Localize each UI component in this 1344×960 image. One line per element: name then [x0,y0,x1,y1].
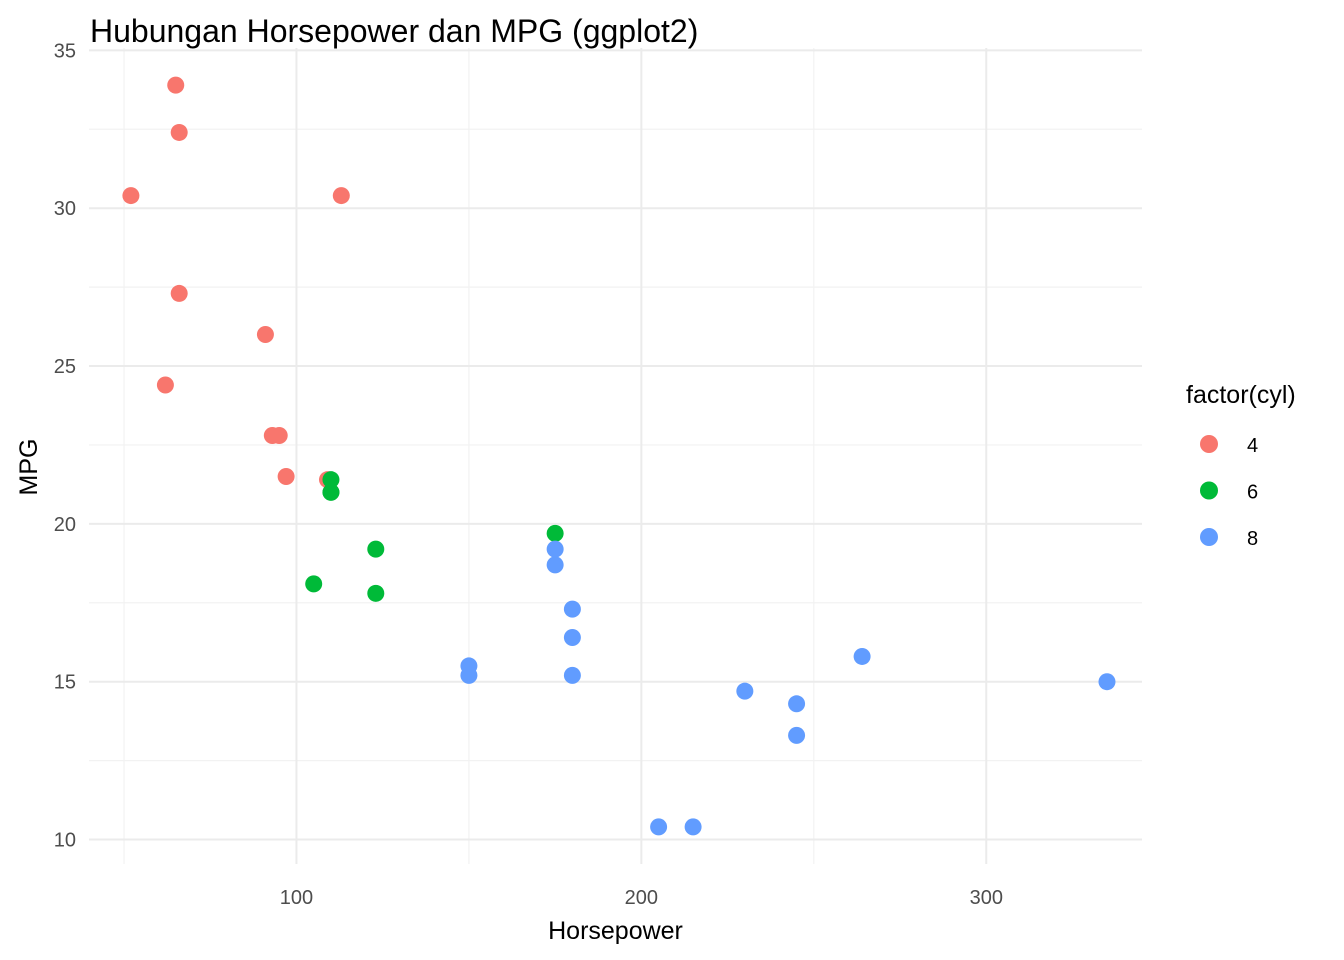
y-tick-label: 25 [54,356,76,378]
legend-label-8: 8 [1247,528,1258,550]
data-point-cyl-6 [367,584,385,602]
data-points [122,76,1116,836]
data-point-cyl-8 [788,726,806,744]
data-point-cyl-4 [332,187,350,205]
data-point-cyl-4 [167,76,185,94]
legend-label-6: 6 [1247,482,1258,504]
data-point-cyl-8 [563,666,581,684]
x-axis-ticks: 100 200 300 [280,887,1003,909]
data-point-cyl-4 [122,187,140,205]
legend-key-4 [1200,435,1218,453]
data-point-cyl-8 [1098,673,1116,691]
legend-key-8 [1200,528,1218,546]
data-point-cyl-8 [460,666,478,684]
data-point-cyl-4 [156,376,174,394]
data-point-cyl-8 [563,629,581,647]
data-point-cyl-8 [546,556,564,574]
data-point-cyl-8 [650,818,668,836]
x-axis-label: Horsepower [548,917,683,945]
major-gridlines [89,48,1142,864]
data-point-cyl-4 [277,468,295,486]
data-point-cyl-8 [788,695,806,713]
data-point-cyl-6 [367,540,385,558]
y-axis-ticks: 10 15 20 25 30 35 [54,40,76,851]
data-point-cyl-8 [853,647,871,665]
data-point-cyl-4 [170,284,188,302]
minor-gridlines [89,48,1142,864]
y-axis-label: MPG [15,439,43,496]
data-point-cyl-8 [736,682,754,700]
legend: factor(cyl) 4 6 8 [1186,381,1296,550]
data-point-cyl-4 [170,123,188,141]
x-tick-label: 100 [280,887,313,909]
data-point-cyl-6 [322,483,340,501]
data-point-cyl-4 [270,426,288,444]
x-tick-label: 300 [970,887,1003,909]
y-tick-label: 20 [54,514,76,536]
y-tick-label: 35 [54,40,76,62]
data-point-cyl-6 [546,524,564,542]
legend-label-4: 4 [1247,435,1258,457]
legend-key-6 [1200,481,1218,500]
y-tick-label: 10 [54,830,76,852]
data-point-cyl-6 [322,471,340,489]
legend-title: factor(cyl) [1186,381,1296,409]
data-point-cyl-8 [563,600,581,618]
chart-title: Hubungan Horsepower dan MPG (ggplot2) [90,13,698,49]
y-tick-label: 30 [54,198,76,220]
y-tick-label: 15 [54,672,76,694]
data-point-cyl-6 [305,575,323,593]
data-point-cyl-8 [684,818,702,836]
data-point-cyl-8 [546,540,564,558]
data-point-cyl-4 [256,325,274,343]
x-tick-label: 200 [625,887,658,909]
legend-items: 4 6 8 [1200,435,1258,550]
